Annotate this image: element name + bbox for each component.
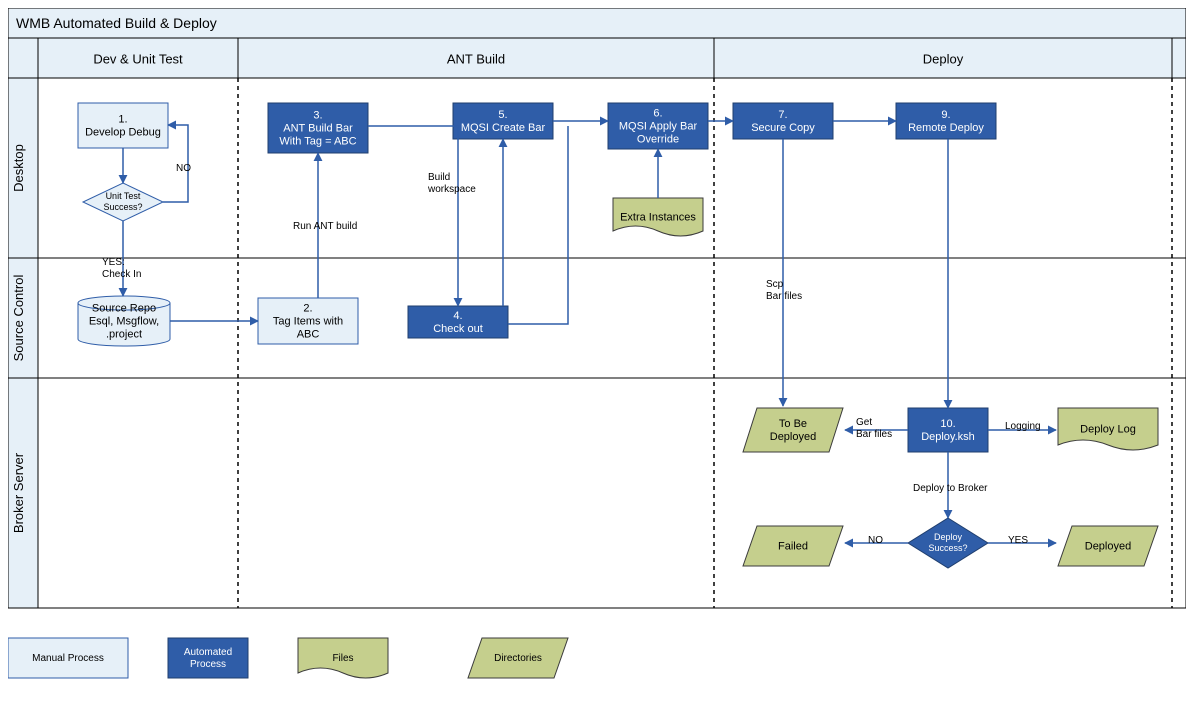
svg-text:Success?: Success?	[928, 543, 967, 553]
svg-text:Secure Copy: Secure Copy	[751, 122, 815, 134]
svg-text:Deploy: Deploy	[923, 52, 964, 67]
flowchart-svg: WMB Automated Build & Deploy Dev & Unit T…	[8, 8, 1186, 702]
svg-text:Esql, Msgflow,: Esql, Msgflow,	[89, 316, 159, 328]
svg-text:Automated: Automated	[184, 647, 232, 658]
svg-text:2.: 2.	[303, 303, 312, 315]
svg-text:MQSI Create Bar: MQSI Create Bar	[461, 122, 546, 134]
svg-text:With Tag = ABC: With Tag = ABC	[279, 136, 356, 148]
svg-text:6.: 6.	[653, 108, 662, 120]
svg-text:Process: Process	[190, 659, 226, 670]
svg-text:3.: 3.	[313, 110, 322, 122]
svg-text:To Be: To Be	[779, 418, 807, 430]
svg-text:5.: 5.	[498, 109, 507, 121]
svg-text:Source Control: Source Control	[11, 275, 26, 362]
svg-text:Directories: Directories	[494, 653, 542, 664]
svg-text:Dev & Unit Test: Dev & Unit Test	[93, 52, 183, 67]
svg-text:Deploy.ksh: Deploy.ksh	[921, 431, 975, 443]
svg-text:YES:: YES:	[102, 257, 125, 268]
svg-text:Build: Build	[428, 172, 450, 183]
svg-text:Deploy: Deploy	[934, 532, 963, 542]
svg-text:Success?: Success?	[103, 202, 142, 212]
svg-text:MQSI Apply Bar: MQSI Apply Bar	[619, 121, 698, 133]
svg-text:Bar files: Bar files	[856, 429, 892, 440]
svg-text:.project: .project	[106, 329, 142, 341]
svg-text:WMB Automated Build & Deploy: WMB Automated Build & Deploy	[16, 15, 217, 31]
svg-text:Scp: Scp	[766, 279, 784, 290]
svg-text:Unit Test: Unit Test	[106, 191, 141, 201]
svg-text:Source Repo: Source Repo	[92, 303, 156, 315]
svg-text:Extra Instances: Extra Instances	[620, 212, 696, 224]
svg-text:Deploy Log: Deploy Log	[1080, 424, 1136, 436]
svg-text:1.: 1.	[118, 114, 127, 126]
svg-text:4.: 4.	[453, 310, 462, 322]
svg-text:Files: Files	[332, 653, 353, 664]
svg-text:Override: Override	[637, 134, 679, 146]
svg-text:Manual Process: Manual Process	[32, 653, 104, 664]
svg-text:Get: Get	[856, 417, 872, 428]
svg-text:Tag Items with: Tag Items with	[273, 316, 343, 328]
svg-text:Deployed: Deployed	[770, 431, 816, 443]
svg-text:10.: 10.	[940, 418, 955, 430]
svg-text:Run ANT build: Run ANT build	[293, 221, 357, 232]
svg-text:Check out: Check out	[433, 323, 483, 335]
svg-text:Bar files: Bar files	[766, 291, 802, 302]
svg-text:NO: NO	[868, 535, 883, 546]
svg-text:ANT Build Bar: ANT Build Bar	[283, 123, 353, 135]
svg-text:Remote Deploy: Remote Deploy	[908, 122, 984, 134]
svg-text:Check In: Check In	[102, 269, 141, 280]
svg-text:Desktop: Desktop	[11, 144, 26, 192]
svg-text:Failed: Failed	[778, 541, 808, 553]
svg-text:ABC: ABC	[297, 329, 320, 341]
svg-text:Deploy to Broker: Deploy to Broker	[913, 483, 988, 494]
svg-text:YES: YES	[1008, 535, 1028, 546]
svg-text:ANT Build: ANT Build	[447, 52, 505, 67]
svg-text:7.: 7.	[778, 109, 787, 121]
svg-text:9.: 9.	[941, 109, 950, 121]
svg-text:workspace: workspace	[427, 184, 476, 195]
svg-text:NO: NO	[176, 163, 191, 174]
svg-text:Logging: Logging	[1005, 421, 1041, 432]
svg-text:Develop Debug: Develop Debug	[85, 127, 161, 139]
svg-text:Deployed: Deployed	[1085, 541, 1131, 553]
svg-text:Broker Server: Broker Server	[11, 452, 26, 533]
